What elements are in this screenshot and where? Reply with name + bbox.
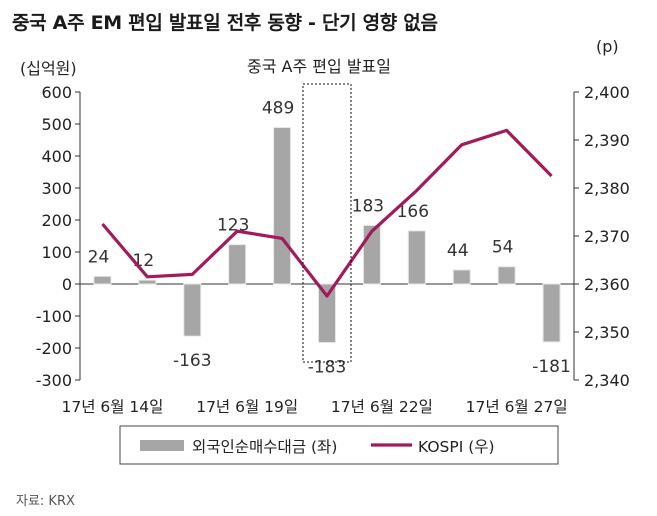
bar bbox=[318, 284, 336, 343]
bar-value-label: 166 bbox=[397, 202, 429, 222]
bar-outline bbox=[273, 127, 292, 285]
right-tick-label: 2,350 bbox=[584, 323, 630, 342]
x-tick-label: 17년 6월 27일 bbox=[466, 398, 568, 416]
bar bbox=[273, 127, 291, 285]
left-tick-label: 200 bbox=[41, 211, 72, 230]
legend-line-label: KOSPI (우) bbox=[418, 438, 495, 456]
right-tick-label: 2,370 bbox=[584, 227, 630, 246]
right-unit-label: (p) bbox=[596, 37, 619, 56]
right-tick-label: 2,400 bbox=[584, 83, 630, 102]
left-tick-label: 0 bbox=[62, 275, 72, 294]
left-tick-label: 500 bbox=[41, 115, 72, 134]
bar-outline bbox=[452, 269, 471, 285]
bar-value-label: -183 bbox=[308, 358, 347, 378]
source-note: 자료: KRX bbox=[16, 494, 75, 509]
bar bbox=[453, 269, 471, 284]
bar-outline bbox=[318, 283, 336, 344]
bar-outline bbox=[407, 230, 426, 285]
bar bbox=[363, 225, 381, 284]
bar-outline bbox=[138, 279, 157, 285]
bar-value-label: -163 bbox=[173, 351, 212, 371]
x-tick-label: 17년 6월 14일 bbox=[61, 398, 163, 416]
bar-outline bbox=[183, 283, 202, 337]
left-tick-label: 300 bbox=[41, 179, 72, 198]
left-tick-label: -200 bbox=[36, 339, 72, 358]
bar-value-label: 183 bbox=[352, 196, 384, 216]
right-tick-label: 2,360 bbox=[584, 275, 630, 294]
kospi-line bbox=[101, 128, 553, 298]
left-tick-label: 100 bbox=[41, 243, 72, 262]
left-tick-label: 600 bbox=[41, 83, 72, 102]
bar bbox=[228, 244, 246, 284]
left-unit-label: (십억원) bbox=[20, 59, 77, 78]
right-tick-label: 2,340 bbox=[584, 371, 630, 390]
bar-value-label: 44 bbox=[447, 241, 469, 261]
left-tick-label: -100 bbox=[36, 307, 72, 326]
bar-outline bbox=[362, 224, 381, 285]
bar bbox=[543, 284, 561, 342]
right-tick-label: 2,390 bbox=[584, 131, 630, 150]
x-tick-label: 17년 6월 19일 bbox=[196, 398, 298, 416]
right-tick-label: 2,380 bbox=[584, 179, 630, 198]
chart-title: 중국 A주 EM 편입 발표일 전후 동향 - 단기 영향 없음 bbox=[12, 12, 438, 34]
bar bbox=[498, 266, 516, 284]
bar bbox=[408, 230, 426, 284]
legend-bar-swatch bbox=[140, 440, 184, 451]
bar-outline bbox=[228, 244, 247, 285]
bar-value-label: -181 bbox=[532, 357, 571, 377]
x-tick-label: 17년 6월 22일 bbox=[331, 398, 433, 416]
highlight-box bbox=[302, 83, 352, 363]
annotation-label: 중국 A주 편입 발표일 bbox=[247, 57, 391, 76]
bar bbox=[138, 280, 156, 284]
bar-value-label: 489 bbox=[262, 99, 294, 119]
bar-outline bbox=[93, 275, 112, 285]
left-tick-label: -300 bbox=[36, 371, 72, 390]
bar-value-label: 24 bbox=[88, 247, 110, 267]
bar bbox=[183, 284, 201, 337]
legend-box bbox=[119, 425, 559, 465]
bar-value-label: 54 bbox=[492, 238, 514, 258]
bar bbox=[93, 276, 111, 284]
bar-outline bbox=[497, 266, 516, 285]
legend-bar-label: 외국인순매수대금 (좌) bbox=[192, 438, 337, 456]
bar-outline bbox=[542, 283, 561, 343]
left-tick-label: 400 bbox=[41, 147, 72, 166]
